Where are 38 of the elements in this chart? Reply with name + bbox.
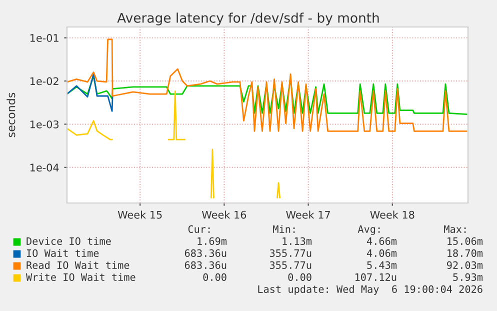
text: Last update: Wed May 6 19:00:04 2026	[258, 285, 482, 295]
line-series	[67, 73, 114, 112]
y-tick-label: 1e-01	[30, 34, 58, 42]
text: 4.06m	[366, 249, 397, 257]
text: 683.36u	[184, 249, 226, 257]
x-tick-label: Week 15	[118, 210, 162, 219]
legend-label: Device IO time	[26, 237, 111, 245]
y-axis-title: seconds	[6, 92, 16, 138]
legend-label: Read IO Wait time	[26, 261, 130, 269]
text: Min:	[273, 225, 295, 233]
text: 1.13m	[282, 237, 312, 245]
text: 683.36u	[184, 261, 226, 269]
x-tick-label: Week 18	[370, 210, 414, 219]
text: 355.77u	[270, 249, 312, 257]
y-tick-label: 1e-04	[30, 164, 59, 172]
y-tick-label: 1e-02	[30, 77, 58, 86]
text: 92.03m	[447, 261, 483, 269]
text: Cur:	[188, 225, 210, 233]
chart-title: Average latency for /dev/sdf - by month	[117, 12, 379, 26]
x-tick-label: Week 16	[202, 210, 246, 219]
text: 355.77u	[270, 261, 312, 269]
text: 1.69m	[198, 237, 227, 245]
text: 4.66m	[366, 237, 397, 245]
text: 5.93m	[453, 273, 483, 281]
text: Max:	[444, 225, 466, 233]
y-tick-label: 1e-03	[30, 120, 59, 128]
text: 15.06m	[448, 237, 483, 245]
text: 0.00	[203, 273, 226, 281]
legend-label: IO Wait time	[26, 249, 99, 257]
line-series	[67, 75, 468, 115]
text: 107.12u	[355, 273, 396, 281]
x-tick-label: Week 17	[286, 210, 330, 219]
text: 0.00	[288, 273, 312, 281]
text: Avg:	[358, 225, 380, 235]
legend-label: Write IO Wait time	[26, 273, 136, 281]
line-series	[67, 38, 468, 132]
text: 18.70m	[448, 249, 483, 257]
text: 5.43m	[367, 261, 397, 269]
